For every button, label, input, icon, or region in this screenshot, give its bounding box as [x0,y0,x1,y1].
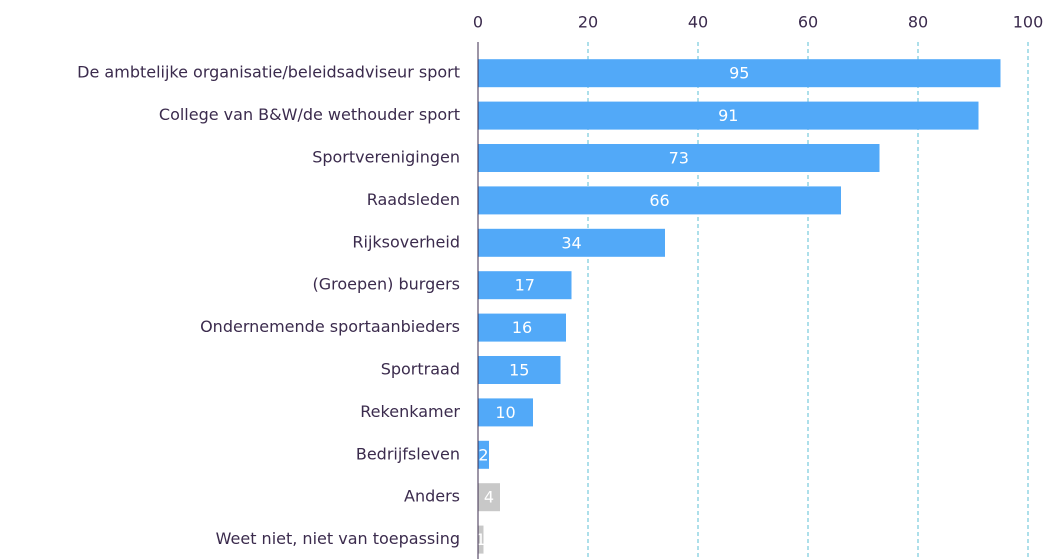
bar [478,186,841,215]
y-tick-label: Bedrijfsleven [356,444,460,463]
bar [478,271,572,300]
data-label: 2 [478,445,488,464]
data-label: 10 [495,403,515,422]
bar [478,59,1001,88]
bar [478,483,500,512]
y-tick-label: Rijksoverheid [352,232,460,251]
x-tick-label: 80 [908,13,928,32]
bar [478,101,979,130]
y-tick-label: Ondernemende sportaanbieders [200,317,460,336]
y-tick-label: Sportverenigingen [312,148,460,167]
y-tick-label: Raadsleden [367,190,460,209]
y-tick-label: Rekenkamer [360,402,460,421]
x-tick-label: 40 [688,13,708,32]
x-tick-label: 20 [578,13,598,32]
y-tick-label: College van B&W/de wethouder sport [159,105,460,124]
data-label: 1 [476,530,486,549]
y-tick-label: Sportraad [381,360,460,379]
data-label: 34 [561,233,581,252]
data-label: 73 [669,149,689,168]
data-label: 66 [649,191,669,210]
y-tick-label: De ambtelijke organisatie/beleidsadviseu… [77,63,460,82]
bar [478,398,533,427]
data-label: 16 [512,318,532,337]
bar [478,525,484,554]
data-label: 4 [484,488,494,507]
x-tick-label: 100 [1013,13,1044,32]
bar [478,313,566,342]
data-label: 15 [509,361,529,380]
x-tick-label: 0 [473,13,483,32]
x-tick-label: 60 [798,13,818,32]
bar [478,440,489,469]
bar [478,144,880,172]
data-label: 17 [515,276,535,295]
bar [478,228,665,257]
y-tick-label: (Groepen) burgers [313,275,460,294]
y-tick-label: Weet niet, niet van toepassing [216,529,460,548]
data-label: 91 [718,106,738,125]
y-tick-label: Anders [404,487,460,506]
bar [478,356,561,384]
data-label: 95 [729,64,749,83]
